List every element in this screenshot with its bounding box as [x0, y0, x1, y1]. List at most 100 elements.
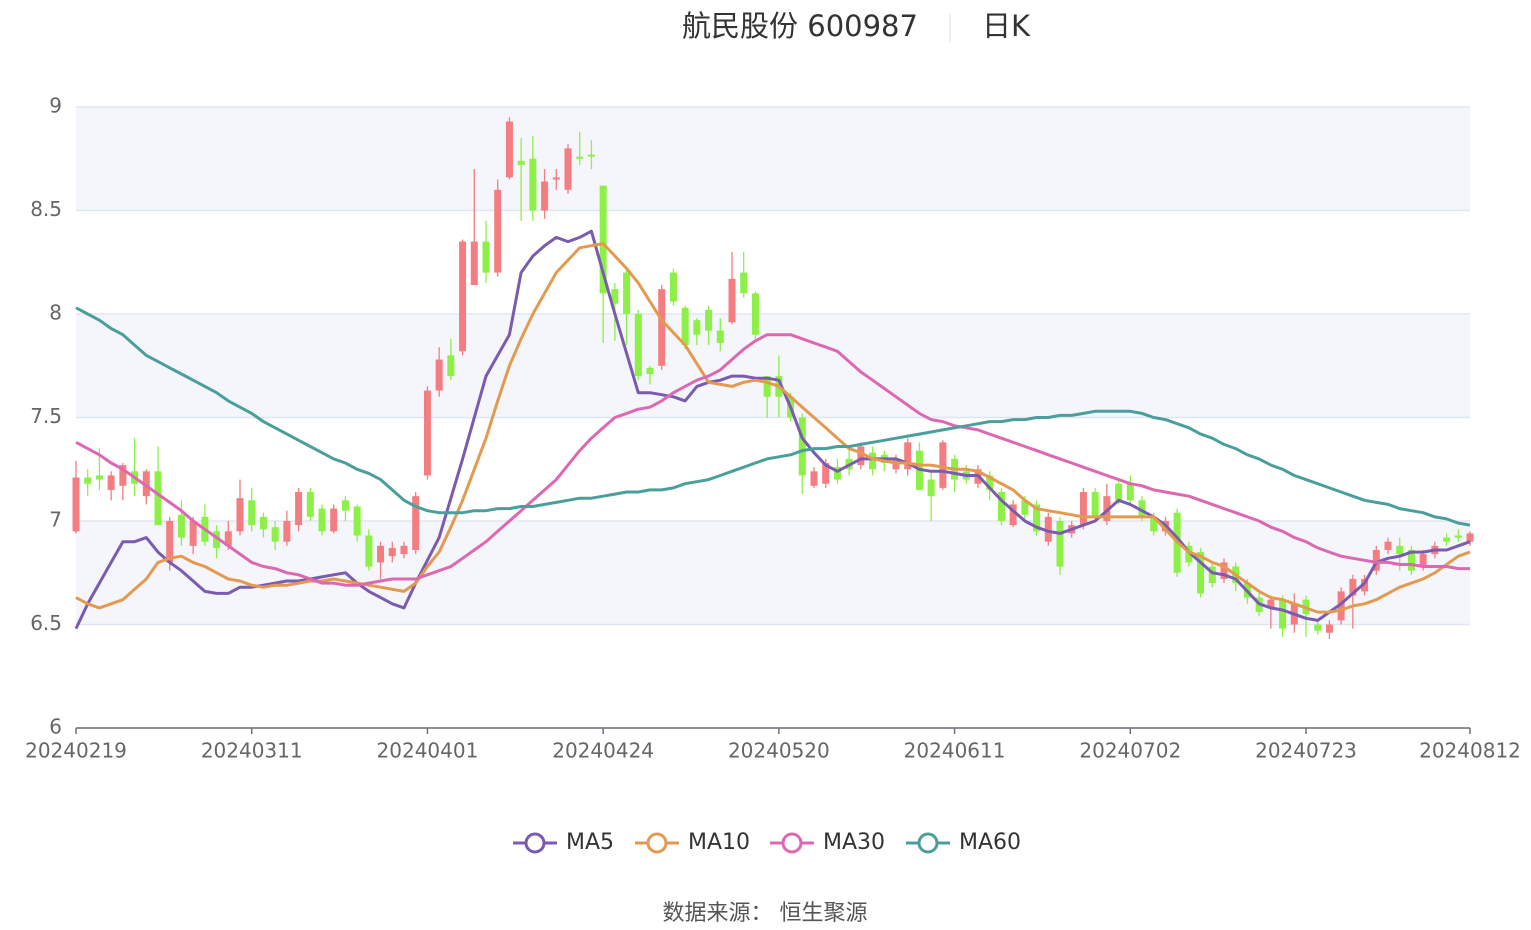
candle-body: [295, 492, 303, 526]
candle-body: [939, 442, 947, 488]
legend-label: MA5: [566, 830, 614, 855]
legend-marker: [917, 832, 939, 854]
candle-body: [95, 475, 103, 480]
candle-body: [142, 471, 150, 497]
candle-body: [1454, 535, 1462, 538]
x-tick-label: 20240401: [377, 739, 479, 763]
candle-body: [482, 241, 490, 273]
candle-body: [213, 531, 221, 548]
candle-body: [119, 465, 127, 486]
candle-body: [84, 477, 92, 484]
candle-body: [318, 508, 326, 532]
candle-body: [1372, 549, 1380, 571]
candle-body: [564, 148, 572, 190]
candle-body: [494, 189, 502, 273]
candle-body: [1033, 504, 1041, 532]
candle-body: [986, 475, 994, 490]
x-tick-label: 20240812: [1419, 739, 1521, 763]
chart-title: 航民股份 600987: [682, 9, 918, 43]
candle-body: [236, 498, 244, 532]
ma-line: [75, 333, 1470, 587]
candle-body: [189, 521, 197, 546]
candle-body: [377, 545, 385, 563]
candle-body: [857, 446, 865, 466]
candle-body: [330, 508, 338, 532]
candle-body: [728, 278, 736, 323]
candle-body: [810, 471, 818, 486]
candle-body: [388, 547, 396, 557]
x-tick-label: 20240611: [904, 739, 1006, 763]
candle-body: [1337, 591, 1345, 621]
candle-body: [1079, 492, 1087, 526]
candle-body: [517, 160, 525, 165]
candle-body: [646, 367, 654, 375]
candle-body: [1150, 516, 1158, 532]
candle-body: [740, 272, 748, 294]
candle-body: [1466, 533, 1474, 542]
candle-body: [1349, 578, 1357, 596]
candle-body: [353, 506, 361, 536]
chart-subtitle: 日K: [982, 9, 1031, 43]
candle-body: [1126, 483, 1134, 501]
candle-body: [1021, 500, 1029, 515]
source-note: 数据来源： 恒生聚源: [663, 901, 868, 926]
candle-body: [1208, 566, 1216, 584]
legend-label: MA60: [959, 830, 1021, 855]
x-tick-label: 20240219: [25, 739, 127, 763]
y-tick-label: 8: [49, 301, 62, 325]
candle-body: [798, 417, 806, 476]
candle-body: [435, 359, 443, 391]
legend-label: MA10: [688, 830, 750, 855]
candle-body: [1103, 496, 1111, 521]
candle-body: [1267, 599, 1275, 608]
candle-body: [1185, 545, 1193, 563]
y-tick-label: 8.5: [30, 197, 62, 221]
candle-body: [423, 390, 431, 476]
candle-body: [259, 516, 267, 530]
candle-body: [505, 121, 513, 178]
candle-body: [1396, 545, 1404, 555]
candle-body: [1279, 599, 1287, 629]
candle-body: [459, 241, 467, 352]
candle-body: [166, 521, 174, 563]
candle-body: [1361, 578, 1369, 592]
candle-body: [1419, 554, 1427, 567]
candle-body: [1220, 562, 1228, 579]
x-tick-label: 20240723: [1255, 739, 1357, 763]
candle-body: [1056, 521, 1064, 567]
y-tick-label: 7: [49, 508, 62, 532]
candle-body: [599, 185, 607, 294]
y-tick-label: 7.5: [30, 404, 62, 428]
candle-body: [576, 156, 584, 159]
candle-body: [447, 355, 455, 377]
candle-body: [705, 309, 713, 331]
ma-line: [75, 306, 1471, 527]
candle-body: [1443, 537, 1451, 542]
candle-body: [1325, 624, 1333, 633]
candle-body: [271, 527, 279, 542]
candle-body: [763, 376, 771, 397]
x-tick-label: 20240424: [552, 739, 654, 763]
candle-body: [869, 452, 877, 470]
candle-body: [1044, 516, 1052, 542]
candle-body: [1138, 500, 1146, 517]
candle-body: [306, 492, 314, 517]
candle-body: [1314, 624, 1322, 631]
candle-body: [634, 314, 642, 377]
candle-body: [1009, 504, 1017, 526]
candle-body: [693, 320, 701, 335]
candle-body: [611, 289, 619, 304]
candle-body: [283, 521, 291, 542]
candle-body: [341, 500, 349, 511]
candle-body: [470, 241, 478, 286]
candle-body: [681, 307, 689, 346]
candle-body: [904, 442, 912, 470]
grid-band: [76, 314, 1470, 418]
candle-body: [751, 293, 759, 335]
candle-body: [1384, 541, 1392, 550]
candle-body: [927, 479, 935, 497]
candle-body: [997, 492, 1005, 521]
candle-body: [1407, 549, 1415, 571]
candle-body: [587, 154, 595, 157]
